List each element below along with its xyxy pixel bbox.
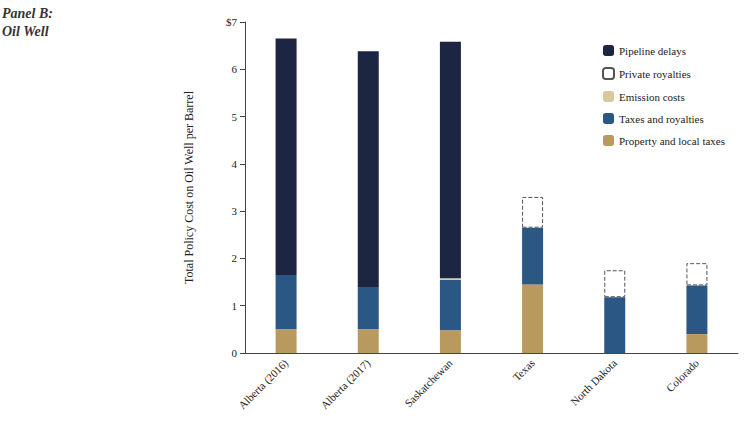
svg-text:Total Policy Cost on Oil Well: Total Policy Cost on Oil Well per Barrel — [182, 90, 196, 284]
svg-text:Texas: Texas — [510, 357, 536, 383]
svg-text:4: 4 — [232, 158, 238, 170]
svg-text:3: 3 — [232, 205, 238, 217]
svg-text:Property and local taxes: Property and local taxes — [619, 135, 725, 147]
svg-text:$7: $7 — [226, 16, 238, 28]
svg-text:5: 5 — [232, 111, 238, 123]
svg-text:2: 2 — [232, 252, 238, 264]
svg-text:Saskatchewan: Saskatchewan — [402, 356, 455, 409]
svg-text:Pipeline delays: Pipeline delays — [619, 45, 686, 57]
svg-text:Alberta (2017): Alberta (2017) — [318, 357, 373, 412]
svg-text:Taxes and royalties: Taxes and royalties — [619, 113, 704, 125]
svg-text:Emission costs: Emission costs — [619, 91, 685, 103]
svg-text:6: 6 — [232, 63, 238, 75]
svg-text:Private royalties: Private royalties — [619, 68, 691, 80]
svg-text:Alberta (2016): Alberta (2016) — [236, 357, 291, 412]
svg-text:North Dakota: North Dakota — [568, 357, 619, 408]
svg-text:1: 1 — [232, 300, 238, 312]
svg-text:Oil Well: Oil Well — [2, 24, 49, 39]
svg-text:0: 0 — [232, 347, 238, 359]
svg-text:Colorado: Colorado — [664, 356, 702, 394]
svg-text:Panel B:: Panel B: — [2, 6, 53, 21]
